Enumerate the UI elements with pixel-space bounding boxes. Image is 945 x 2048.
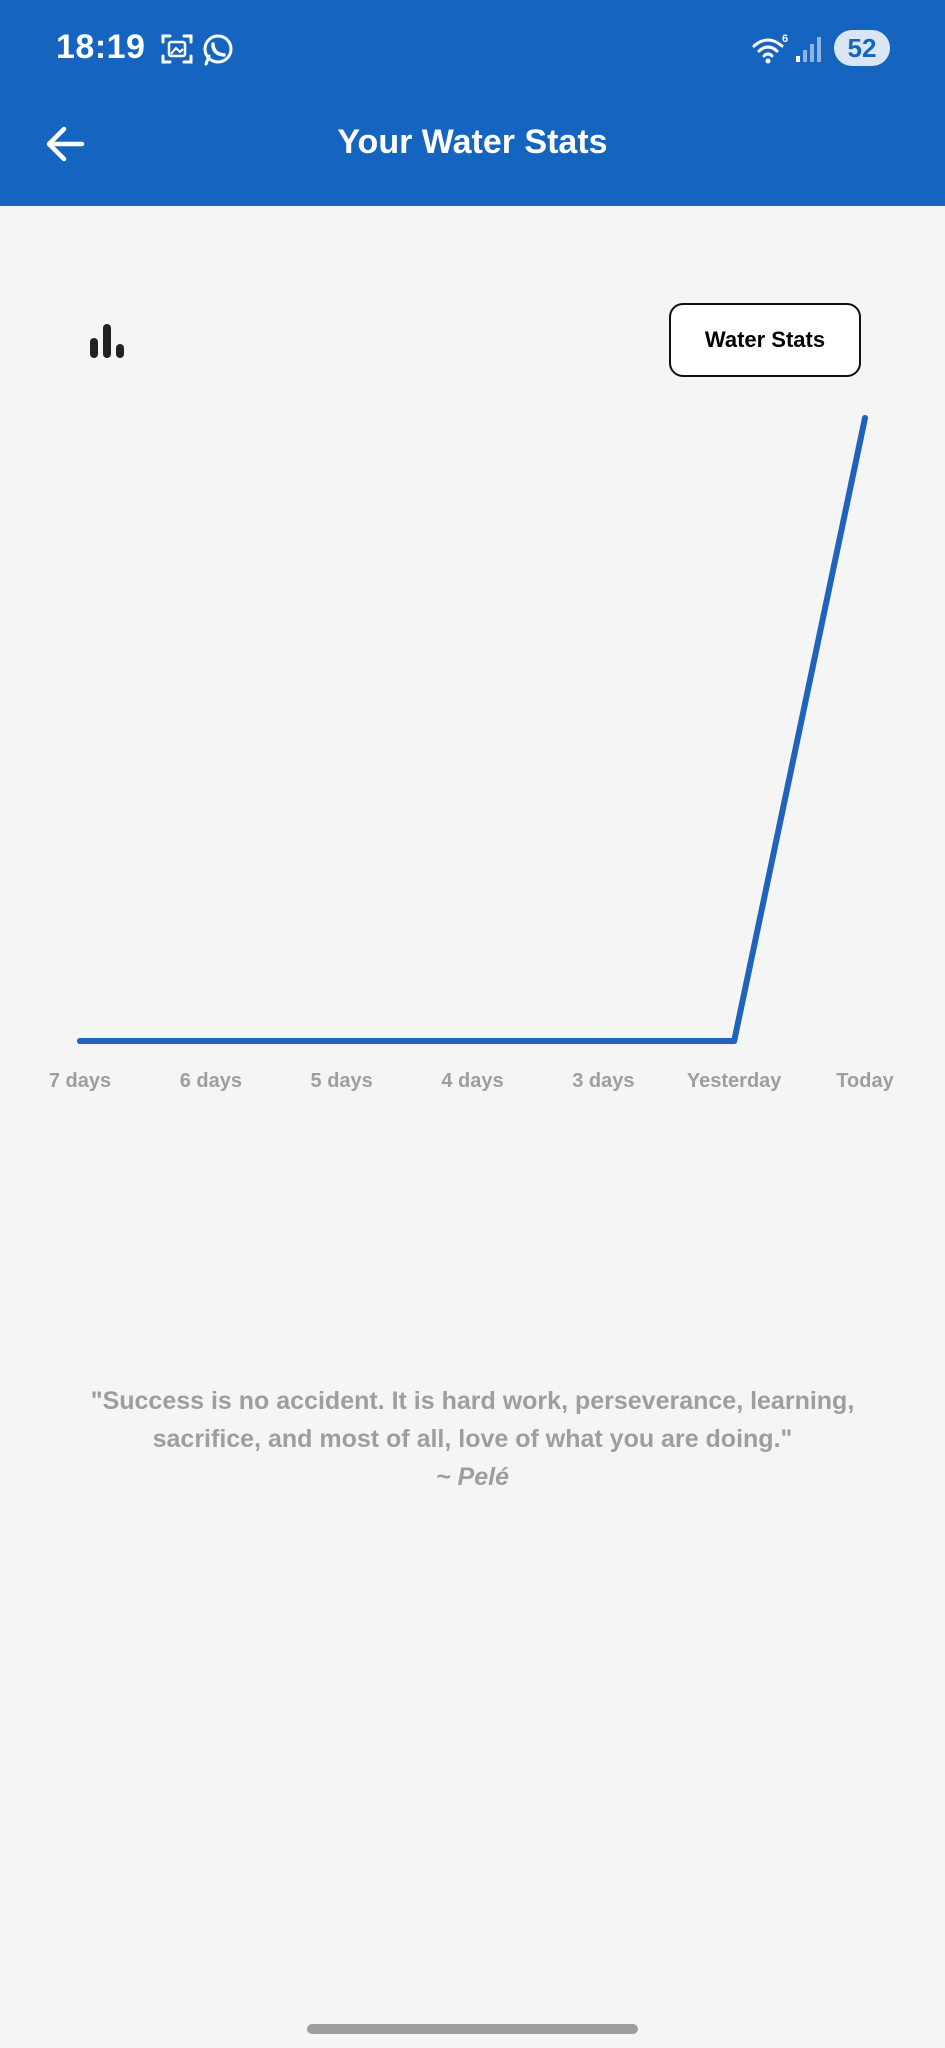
quote: "Success is no accident. It is hard work… [60, 1382, 885, 1496]
whatsapp-icon [203, 34, 233, 66]
x-tick-label: 6 days [180, 1070, 242, 1092]
quote-text: "Success is no accident. It is hard work… [90, 1387, 855, 1453]
gallery-icon [161, 34, 193, 64]
x-tick-label: Today [836, 1070, 894, 1092]
arrow-left-icon[interactable] [40, 118, 92, 170]
water-line-chart: 7 days 6 days 5 days 4 days 3 days Yesterday T… [49, 415, 895, 1092]
data-point [207, 1038, 214, 1044]
x-tick-label: 7 days [49, 1070, 111, 1092]
x-tick-label: Yesterday [687, 1070, 782, 1092]
bar-chart-icon [90, 324, 124, 358]
series-line [77, 415, 868, 1044]
data-point [731, 1038, 738, 1044]
data-point [862, 415, 868, 421]
data-point [600, 1038, 607, 1044]
data-point [77, 1038, 83, 1044]
page-title: Your Water Stats [337, 123, 608, 161]
battery-indicator: 52 [834, 30, 890, 66]
status-time: 18:19 [56, 28, 146, 66]
wifi-icon: 6 [752, 33, 788, 64]
data-point [338, 1038, 345, 1044]
app-bar: 18:19 6 52 Your Water Stats [0, 0, 945, 206]
svg-text:6: 6 [782, 33, 788, 45]
data-point [469, 1038, 476, 1044]
quote-author: ~ Pelé [436, 1463, 509, 1491]
x-tick-label: 4 days [441, 1070, 503, 1092]
water-stats-button[interactable]: Water Stats [669, 303, 861, 377]
x-tick-label: 3 days [572, 1070, 634, 1092]
home-indicator[interactable] [307, 2024, 638, 2034]
x-tick-label: 5 days [311, 1070, 373, 1092]
signal-icon [796, 37, 821, 62]
